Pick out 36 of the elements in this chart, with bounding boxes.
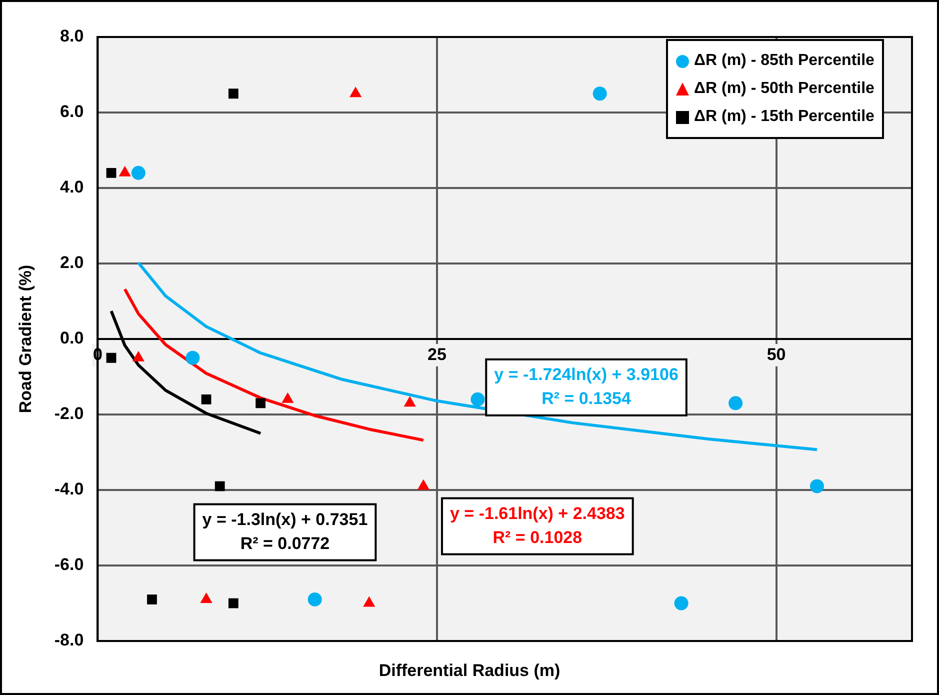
point [308, 592, 322, 606]
legend-label: ΔR (m) - 15th Percentile [694, 108, 874, 126]
annotation: y = -1.61ln(x) + 2.4383 R² = 0.1028 [450, 504, 625, 547]
point [106, 168, 116, 178]
point [256, 398, 266, 408]
y-tick-label: -8.0 [54, 630, 84, 650]
point [131, 166, 146, 180]
y-tick-label: -6.0 [54, 555, 84, 574]
point [674, 596, 688, 610]
y-tick-label: -4.0 [54, 480, 84, 499]
legend-label: ΔR (m) - 50th Percentile [694, 80, 874, 98]
y-axis-title: Road Gradient (%) [16, 264, 35, 414]
y-tick-label: 2.0 [60, 253, 84, 272]
point [810, 479, 824, 494]
x-tick-label: 50 [766, 344, 786, 364]
x-axis-title: Differential Radius (m) [378, 661, 562, 681]
legend-label: ΔR (m) - 85th Percentile [694, 52, 874, 70]
point [349, 86, 362, 98]
point [470, 392, 485, 406]
annotation: y = -1.3ln(x) + 0.7351 R² = 0.0772 [202, 510, 368, 553]
point [147, 594, 157, 604]
point [228, 598, 238, 608]
y-tick-label: 4.0 [60, 178, 84, 197]
point [228, 88, 238, 99]
point [592, 86, 607, 101]
point [728, 396, 743, 410]
y-tick-label: 6.0 [60, 102, 84, 122]
annotation: y = -1.724ln(x) + 3.9106 R² = 0.1354 [494, 365, 678, 408]
point [186, 350, 200, 365]
y-tick-label: -2.0 [54, 404, 84, 424]
point [201, 394, 212, 404]
y-tick-label: 8.0 [60, 26, 84, 46]
point [106, 352, 116, 363]
point [214, 481, 225, 492]
x-tick-label: 25 [428, 344, 446, 364]
y-tick-label: 0.0 [60, 328, 84, 348]
